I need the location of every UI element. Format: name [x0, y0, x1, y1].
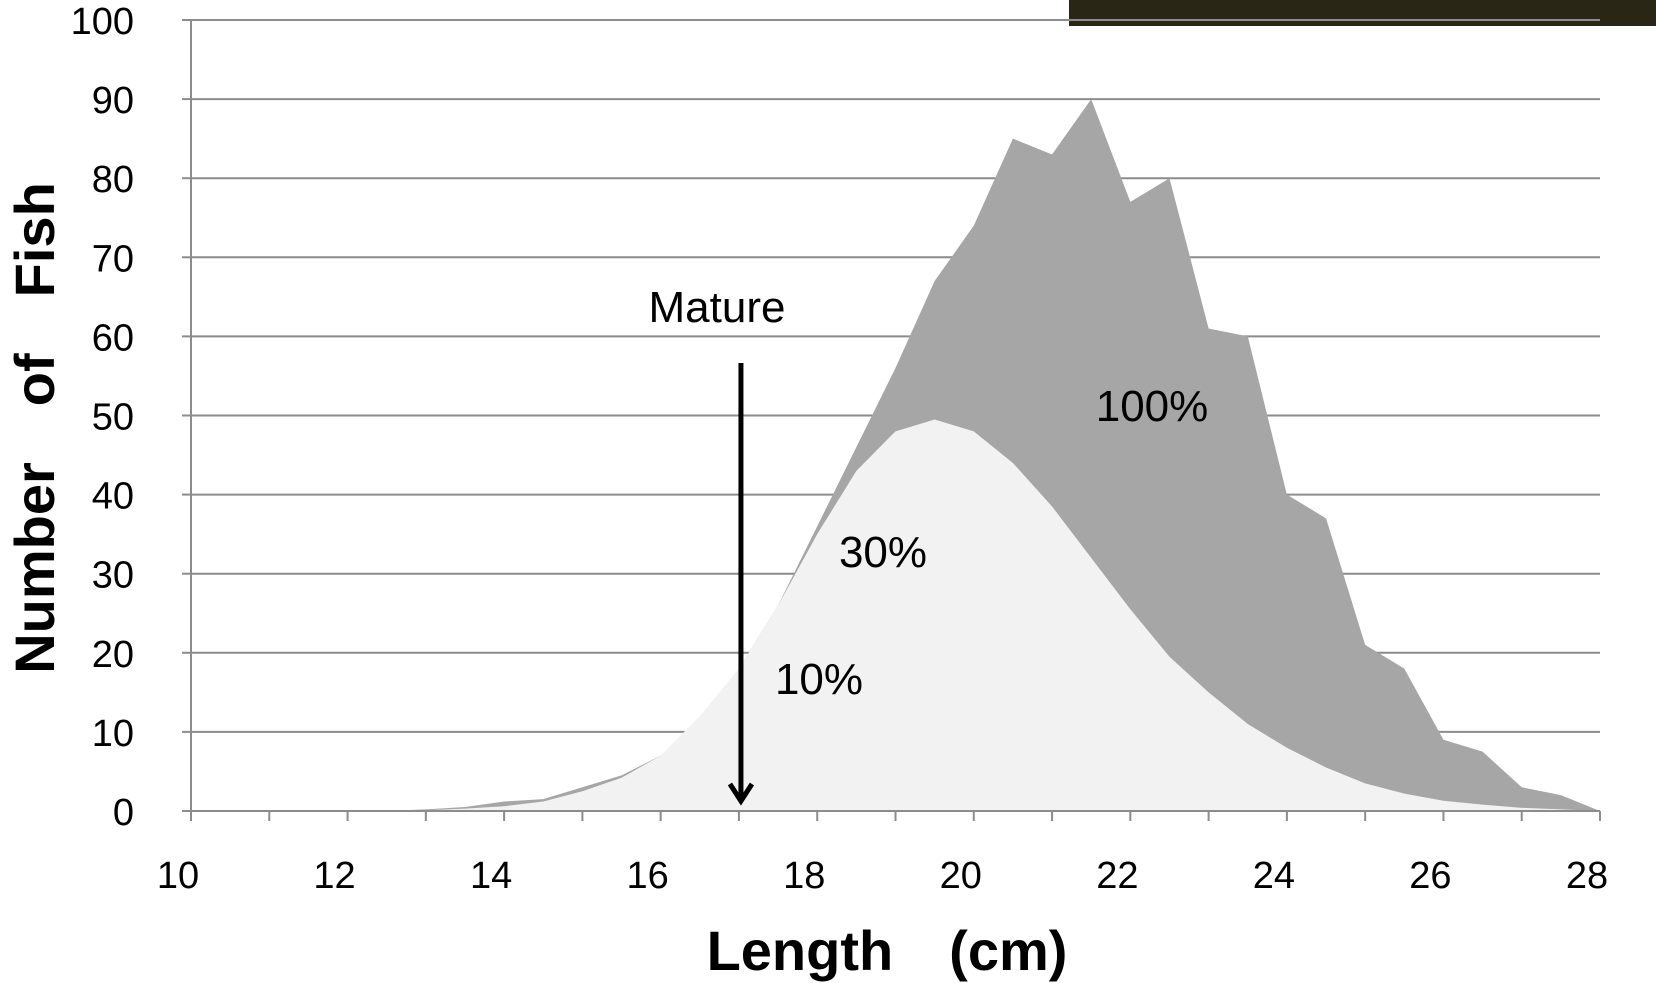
x-tick-label: 12 [313, 855, 393, 897]
x-tick-label: 20 [940, 855, 1020, 897]
x-tick-label: 18 [783, 855, 863, 897]
y-tick-label: 70 [92, 238, 172, 280]
x-tick-label: 22 [1096, 855, 1176, 897]
y-tick-labels: 0 10 20 30 40 50 60 70 80 90 100 [71, 1, 172, 834]
x-tick-label: 14 [470, 855, 550, 897]
y-tick-label: 30 [92, 555, 172, 597]
y-tick-label: 90 [92, 80, 172, 122]
x-tick-label: 24 [1253, 855, 1333, 897]
y-tick-label: 50 [92, 397, 172, 439]
mature-label: Mature [649, 283, 786, 332]
y-tick-label: 40 [92, 476, 172, 518]
y-tick-label: 20 [92, 634, 172, 676]
y-tick-label: 100 [71, 1, 172, 43]
y-tick-label: 60 [92, 317, 172, 359]
y-tick-label: 10 [92, 713, 172, 755]
label-10pct: 10% [775, 655, 863, 704]
y-tick-label: 80 [92, 159, 172, 201]
label-30pct: 30% [839, 528, 927, 577]
x-tick-label: 26 [1409, 855, 1489, 897]
x-tick-label: 10 [157, 855, 237, 897]
x-axis-title: Length (cm) [707, 919, 1124, 982]
x-tick-label: 16 [627, 855, 707, 897]
x-tick-label: 28 [1566, 855, 1646, 897]
label-100pct: 100% [1096, 382, 1209, 431]
x-tick-labels: 10 12 14 16 18 20 22 24 26 28 [157, 855, 1646, 897]
y-tick-label: 0 [113, 792, 172, 834]
y-axis-title: Number of Fish [3, 126, 66, 674]
